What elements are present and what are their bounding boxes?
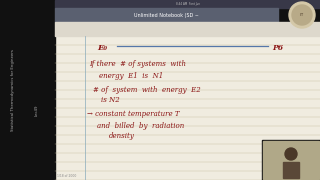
Bar [283, 162, 299, 178]
Text: is N2: is N2 [101, 96, 120, 104]
Text: density: density [109, 132, 135, 140]
Text: and  billed  by  radiation: and billed by radiation [97, 122, 184, 130]
Bar [55, 0, 320, 8]
Text: → constant temperature T: → constant temperature T [87, 110, 180, 118]
Text: energy  E1  is  N1: energy E1 is N1 [99, 72, 163, 80]
Bar [262, 140, 320, 180]
Text: 1/18 of 2000: 1/18 of 2000 [57, 174, 76, 178]
Text: Lec49: Lec49 [35, 104, 39, 116]
Text: # of  system  with  energy  E2: # of system with energy E2 [93, 86, 201, 94]
Text: 8:44 AM  Font Jun: 8:44 AM Font Jun [175, 2, 199, 6]
Bar [55, 8, 278, 22]
Bar [55, 36, 320, 180]
Text: E₀: E₀ [97, 44, 107, 52]
Circle shape [289, 2, 315, 28]
Text: P6: P6 [272, 44, 283, 52]
Ellipse shape [285, 148, 297, 160]
Bar [0, 0, 55, 180]
Bar [55, 22, 320, 36]
Text: Statistical Thermodynamics for Engineers: Statistical Thermodynamics for Engineers [11, 49, 15, 131]
Bar [263, 141, 319, 179]
Text: If there  # of systems  with: If there # of systems with [89, 60, 186, 68]
Circle shape [292, 5, 312, 25]
Text: IIT: IIT [300, 13, 304, 17]
Text: Unlimited Notebook (SD ~: Unlimited Notebook (SD ~ [134, 12, 199, 17]
